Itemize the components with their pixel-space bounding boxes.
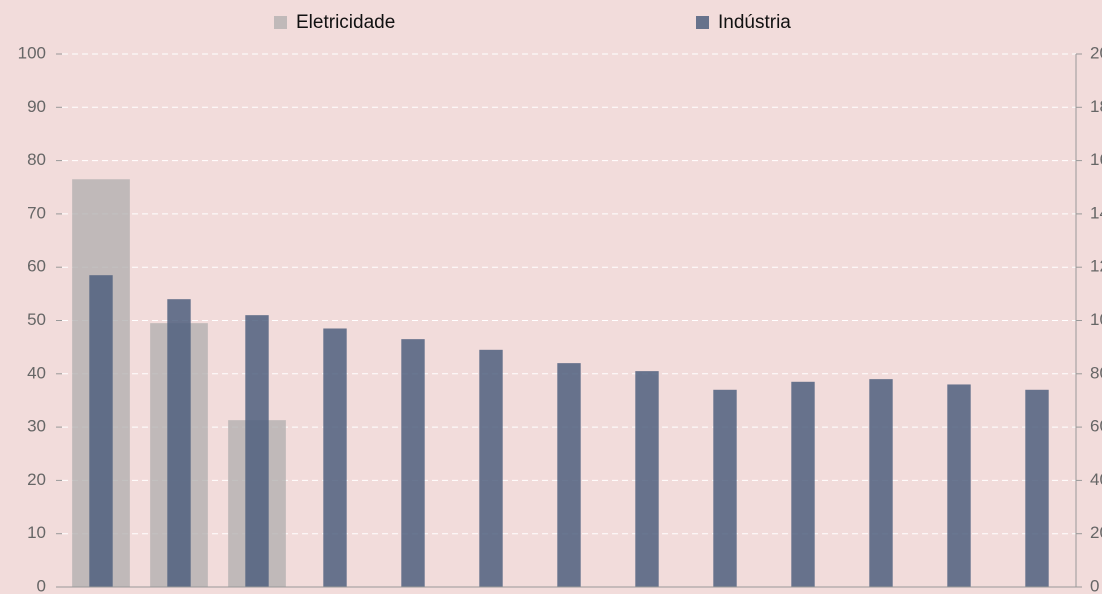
y-tick-label: 30 — [27, 417, 46, 436]
bar — [245, 315, 269, 587]
y2-tick-label: 80 — [1090, 363, 1102, 382]
bar — [947, 384, 971, 587]
y2-tick-label: 180 — [1090, 97, 1102, 116]
legend-swatch — [696, 16, 709, 29]
y-tick-label: 60 — [27, 257, 46, 276]
y-tick-label: 40 — [27, 363, 46, 382]
y2-tick-label: 40 — [1090, 470, 1102, 489]
legend-label: Indústria — [718, 12, 791, 33]
bar — [557, 363, 581, 587]
y2-tick-label: 120 — [1090, 257, 1102, 276]
bar — [791, 381, 815, 587]
bar — [479, 349, 503, 587]
y-tick-label: 20 — [27, 470, 46, 489]
bar — [713, 389, 737, 587]
bar — [635, 371, 659, 587]
y2-tick-label: 200 — [1090, 43, 1102, 62]
bar — [323, 328, 347, 587]
bar — [167, 299, 191, 587]
y2-tick-label: 60 — [1090, 417, 1102, 436]
y2-tick-label: 100 — [1090, 310, 1102, 329]
y-tick-label: 90 — [27, 97, 46, 116]
y-tick-label: 100 — [18, 43, 46, 62]
bar — [89, 275, 113, 587]
legend-label: Eletricidade — [296, 12, 395, 33]
bar — [401, 339, 425, 587]
y-tick-label: 0 — [37, 576, 46, 594]
y2-tick-label: 160 — [1090, 150, 1102, 169]
y-tick-label: 80 — [27, 150, 46, 169]
y-tick-label: 50 — [27, 310, 46, 329]
bar — [869, 379, 893, 587]
y2-tick-label: 20 — [1090, 523, 1102, 542]
bar — [1025, 389, 1049, 587]
legend-swatch — [274, 16, 287, 29]
y-tick-label: 10 — [27, 523, 46, 542]
y-tick-label: 70 — [27, 203, 46, 222]
y2-tick-label: 0 — [1090, 576, 1099, 594]
y2-tick-label: 140 — [1090, 203, 1102, 222]
